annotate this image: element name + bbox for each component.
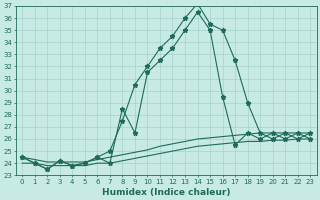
X-axis label: Humidex (Indice chaleur): Humidex (Indice chaleur) (102, 188, 230, 197)
